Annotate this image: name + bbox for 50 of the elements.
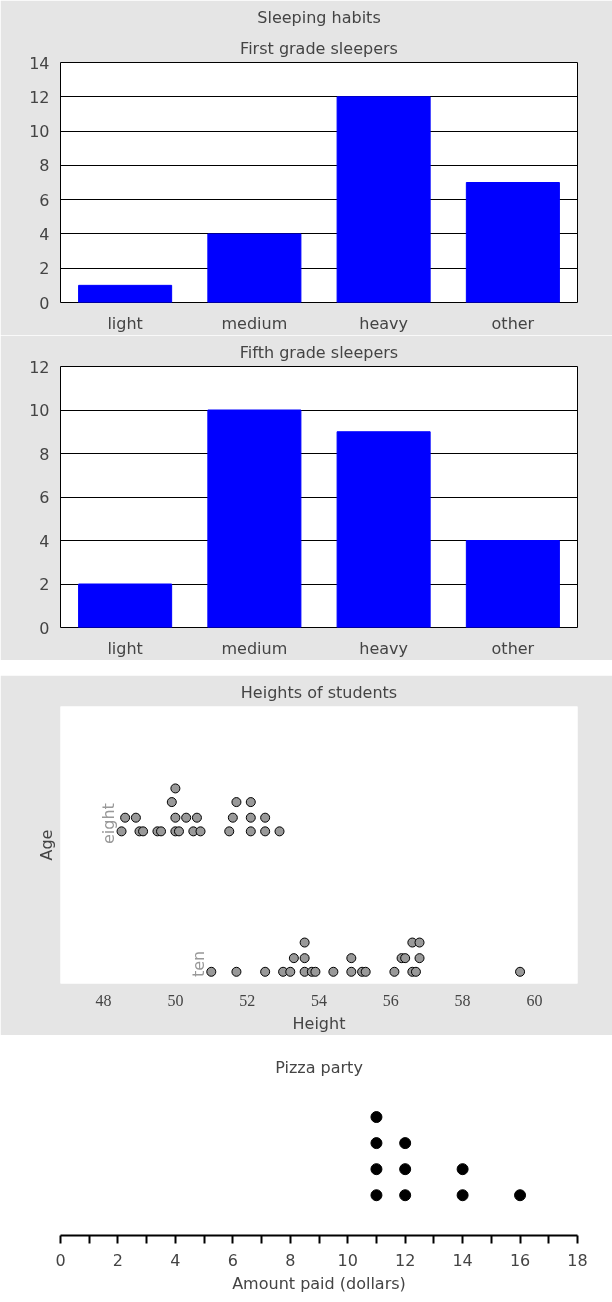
y-tick-label: 10 [29, 122, 50, 142]
x-tick-label: 12 [394, 1250, 416, 1270]
y-tick-label: 12 [29, 87, 50, 107]
x-tick-label: 4 [170, 1250, 181, 1270]
y-tick-label: 4 [39, 531, 50, 551]
x-tick-label: 18 [567, 1250, 588, 1270]
x-tick-label: 6 [227, 1250, 238, 1270]
chart-subtitle: First grade sleepers [240, 38, 398, 58]
chart-title: Heights of students [240, 682, 398, 702]
x-tick-label: medium [221, 313, 288, 333]
x-tick-label: 8 [285, 1250, 296, 1270]
x-tick-label: 2 [112, 1250, 124, 1270]
x-tick-label: light [107, 638, 143, 658]
x-tick-label: 56 [382, 991, 399, 1009]
y-tick-label: 14 [29, 53, 50, 73]
y-tick-label: 2 [39, 575, 50, 594]
y-axis-title: Age [36, 829, 56, 861]
y-tick-label: 4 [39, 224, 50, 244]
x-tick-label: 50 [167, 991, 184, 1009]
x-axis-title: Amount paid (dollars) [232, 1273, 406, 1293]
chart-title: Fifth grade sleepers [239, 342, 399, 362]
x-tick-label: other [491, 313, 535, 333]
x-tick-label: heavy [359, 638, 408, 658]
x-tick-label: 14 [452, 1250, 473, 1270]
y-tick-label: 8 [39, 444, 50, 464]
x-tick-label: 54 [311, 991, 327, 1009]
text: ten [189, 950, 209, 978]
y-tick-label: 8 [39, 156, 50, 176]
y-tick-label: 2 [39, 259, 50, 279]
x-tick-label: 16 [509, 1250, 531, 1270]
x-axis-title: Height [292, 1013, 346, 1033]
y-tick-label: 12 [29, 357, 50, 377]
y-tick-label: 10 [29, 401, 50, 420]
text: eight [99, 803, 119, 844]
chart-title: Pizza party [275, 1057, 363, 1077]
x-tick-label: 60 [526, 991, 543, 1009]
x-tick-label: 10 [337, 1250, 358, 1270]
chart-title: Sleeping habits [257, 7, 381, 27]
x-tick-label: heavy [359, 313, 408, 333]
y-tick-label: 0 [39, 293, 50, 313]
y-tick-label: 6 [39, 488, 50, 507]
x-tick-label: other [491, 638, 535, 658]
x-tick-label: light [107, 313, 143, 333]
x-tick-label: 52 [239, 991, 256, 1009]
x-tick-label: 48 [95, 991, 112, 1009]
x-tick-label: 0 [55, 1250, 66, 1270]
y-tick-label: 0 [39, 618, 50, 638]
x-tick-label: medium [221, 638, 288, 658]
y-tick-label: 6 [39, 190, 50, 210]
x-tick-label: 58 [454, 991, 471, 1009]
